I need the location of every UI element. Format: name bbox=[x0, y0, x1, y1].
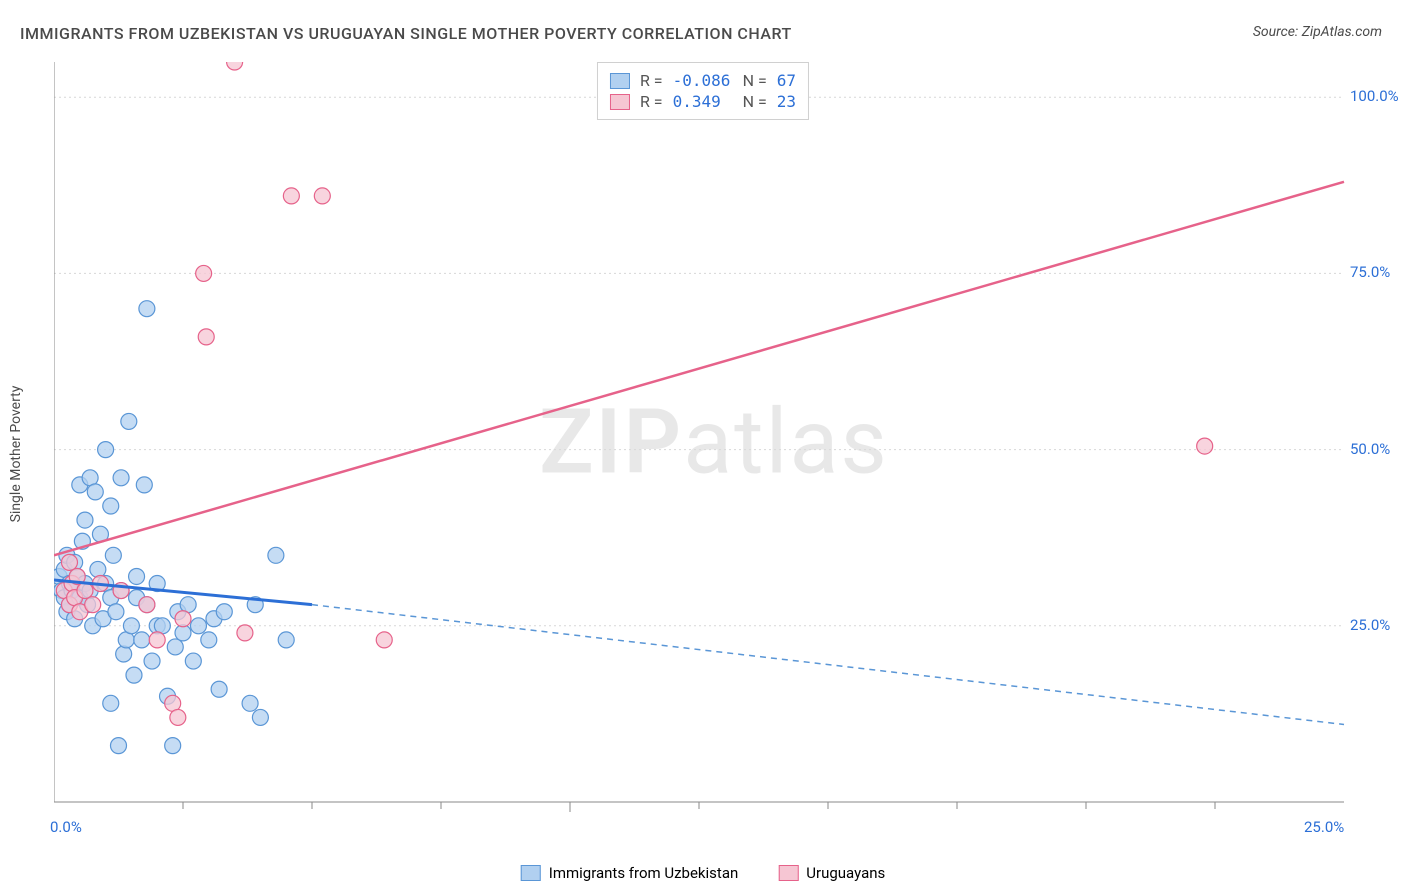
x-tick-label: 0.0% bbox=[50, 818, 82, 836]
n-value: 67 bbox=[777, 71, 796, 90]
y-tick-label: 100.0% bbox=[1350, 87, 1399, 105]
scatter-plot-svg bbox=[54, 62, 1374, 822]
n-value: 23 bbox=[777, 92, 796, 111]
legend-series: Immigrants from Uzbekistan Uruguayans bbox=[521, 864, 886, 882]
legend-stat-row: R = -0.086 N = 67 bbox=[610, 71, 796, 90]
r-label: R = bbox=[640, 71, 663, 90]
y-axis-label: Single Mother Poverty bbox=[8, 386, 24, 523]
legend-swatch bbox=[521, 865, 541, 881]
n-label: N = bbox=[743, 92, 767, 111]
legend-series-label: Immigrants from Uzbekistan bbox=[549, 864, 739, 882]
legend-stats: R = -0.086 N = 67 R = 0.349 N = 23 bbox=[597, 62, 809, 120]
n-label: N = bbox=[743, 71, 767, 90]
source-attribution: Source: ZipAtlas.com bbox=[1253, 24, 1382, 40]
legend-swatch bbox=[778, 865, 798, 881]
legend-stat-row: R = 0.349 N = 23 bbox=[610, 92, 796, 111]
legend-swatch bbox=[610, 94, 630, 110]
r-value: 0.349 bbox=[673, 92, 733, 111]
r-label: R = bbox=[640, 92, 663, 111]
y-tick-label: 75.0% bbox=[1350, 263, 1390, 281]
x-tick-label: 25.0% bbox=[1304, 818, 1344, 836]
y-tick-label: 25.0% bbox=[1350, 616, 1390, 634]
legend-series-item: Uruguayans bbox=[778, 864, 885, 882]
chart-area: ZIPatlas bbox=[54, 62, 1374, 822]
r-value: -0.086 bbox=[673, 71, 733, 90]
chart-title: IMMIGRANTS FROM UZBEKISTAN VS URUGUAYAN … bbox=[20, 24, 792, 43]
legend-series-label: Uruguayans bbox=[806, 864, 885, 882]
y-tick-label: 50.0% bbox=[1350, 440, 1390, 458]
legend-swatch bbox=[610, 73, 630, 89]
legend-series-item: Immigrants from Uzbekistan bbox=[521, 864, 739, 882]
